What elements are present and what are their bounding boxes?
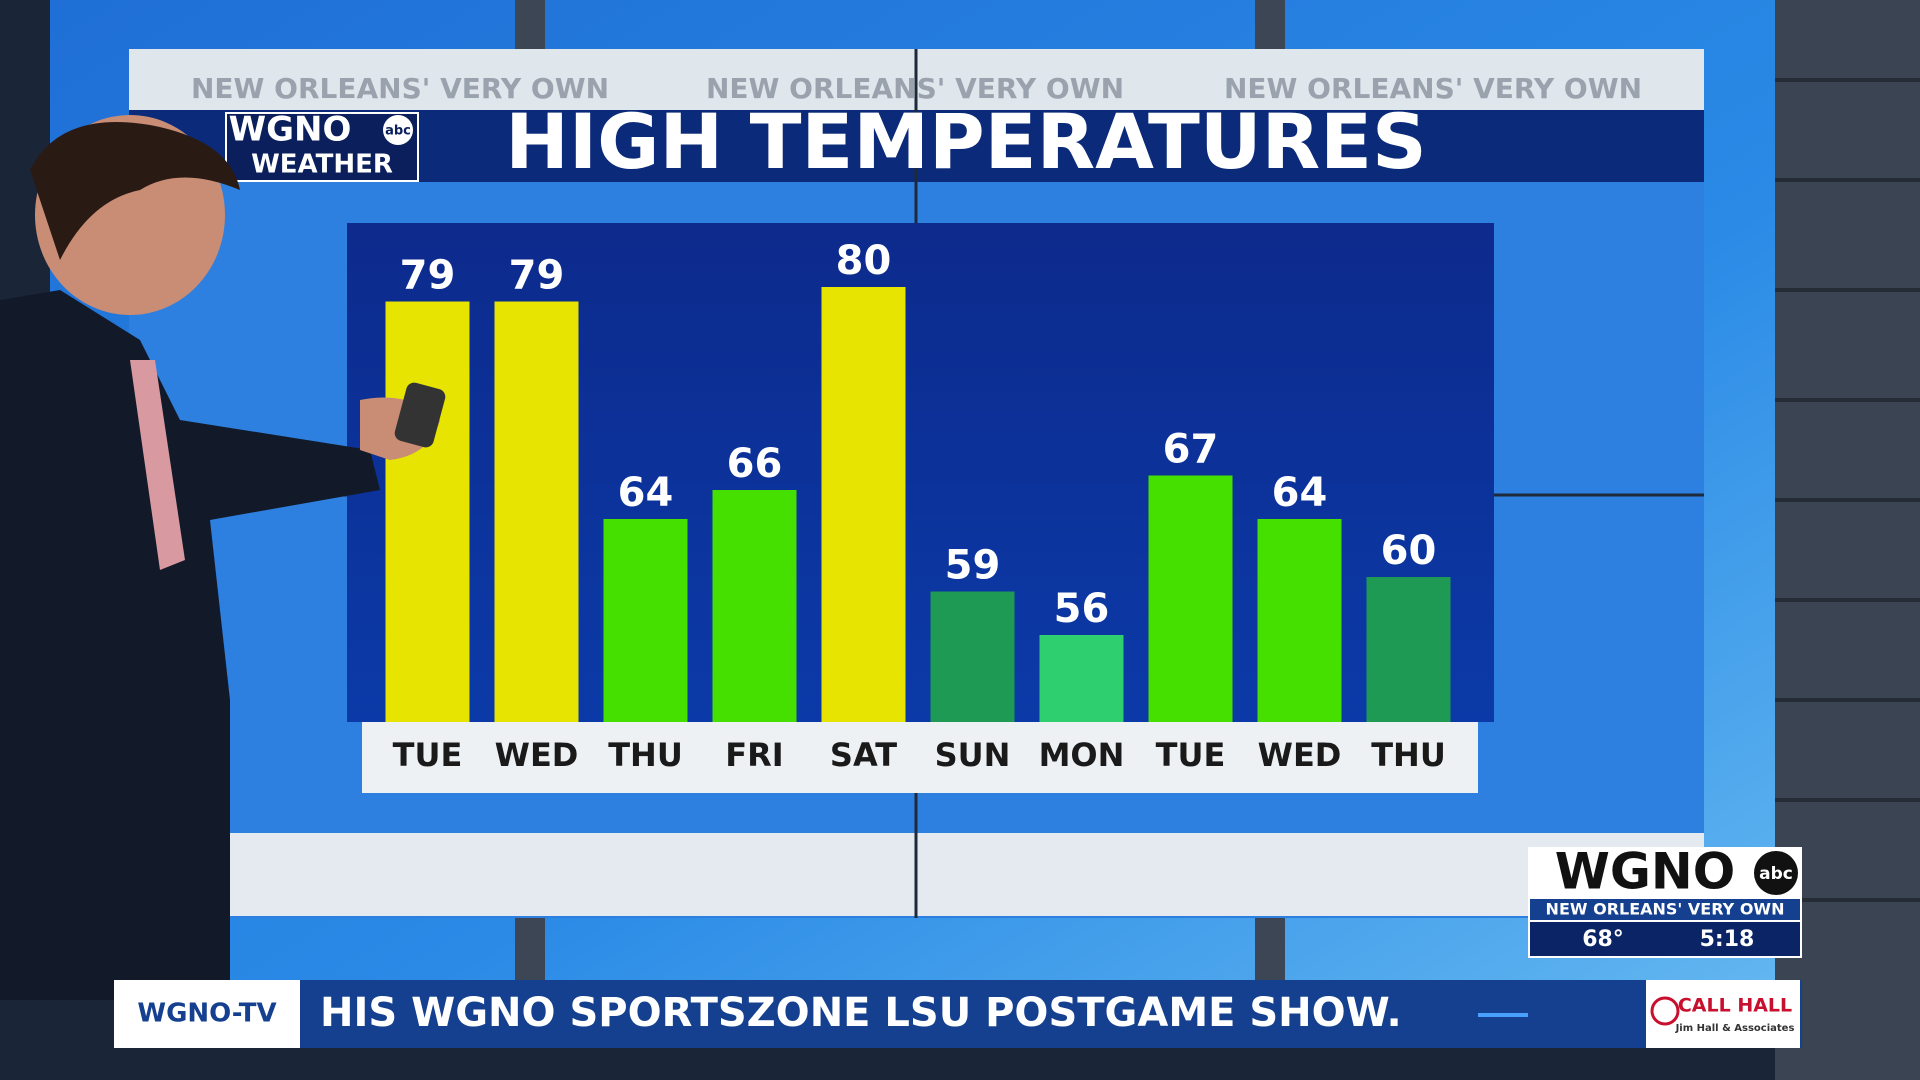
banner-text: NEW ORLEANS' VERY OWN xyxy=(706,72,1124,105)
sponsor-box xyxy=(1646,980,1800,1048)
bar xyxy=(1148,475,1233,722)
x-tick-label: FRI xyxy=(725,736,783,774)
x-tick-label: TUE xyxy=(1156,736,1226,774)
ticker-station: WGNO-TV xyxy=(137,999,276,1029)
value-label: 56 xyxy=(1054,586,1110,632)
x-tick-label: THU xyxy=(1371,736,1446,774)
x-tick-label: SAT xyxy=(830,736,897,774)
banner-text: NEW ORLEANS' VERY OWN xyxy=(191,72,609,105)
sponsor-name: CALL HALL xyxy=(1678,995,1792,1017)
logo-badge xyxy=(383,115,413,145)
bar xyxy=(385,301,470,722)
logo-subtext: WEATHER xyxy=(251,150,393,180)
sponsor-sub: Jim Hall & Associates xyxy=(1675,1023,1795,1034)
value-label: 79 xyxy=(509,253,565,299)
value-label: 80 xyxy=(836,238,892,284)
x-tick-label: MON xyxy=(1039,736,1125,774)
bug-badge-text: abc xyxy=(1759,864,1793,884)
bar xyxy=(1257,519,1342,722)
bug-badge xyxy=(1754,851,1798,895)
bug-info-bg xyxy=(1530,922,1800,956)
value-label: 60 xyxy=(1381,528,1437,574)
lower-strip xyxy=(215,833,1704,916)
chart-title: HIGH TEMPERATURES xyxy=(505,97,1427,186)
x-tick-label: SUN xyxy=(935,736,1011,774)
bar xyxy=(494,301,579,722)
bug-logo: WGNO xyxy=(1555,843,1736,901)
bug-slogan-bg xyxy=(1530,899,1800,920)
value-label: 66 xyxy=(727,441,783,487)
value-label: 64 xyxy=(618,470,674,516)
x-tick-label: TUE xyxy=(393,736,463,774)
bar xyxy=(930,591,1015,722)
wood-lines xyxy=(1775,78,1920,902)
bug-temperature: 68° xyxy=(1582,927,1624,952)
bars: 79 TUE 79 WED 64 THU 66 FRI 80 SAT 59 SUN 56 MON 67 TUE… xyxy=(385,238,1451,774)
banner-text: NEW ORLEANS' VERY OWN xyxy=(1224,72,1642,105)
x-tick-label: THU xyxy=(608,736,683,774)
bar xyxy=(1366,577,1451,722)
bar xyxy=(1039,635,1124,722)
banner: NEW ORLEANS' VERY OWN NEW ORLEANS' VERY … xyxy=(191,72,1642,105)
value-label: 59 xyxy=(945,543,1001,589)
value-label: 67 xyxy=(1163,427,1219,473)
bar xyxy=(712,490,797,722)
bar xyxy=(603,519,688,722)
value-label: 79 xyxy=(400,253,456,299)
bug-slogan: NEW ORLEANS' VERY OWN xyxy=(1546,900,1785,919)
sponsor-icon xyxy=(1650,996,1680,1026)
value-label: 64 xyxy=(1272,470,1328,516)
ticker-text: HIS WGNO SPORTSZONE LSU POSTGAME SHOW. xyxy=(320,990,1402,1036)
bar xyxy=(821,287,906,722)
x-tick-label: WED xyxy=(495,736,579,774)
x-tick-label: WED xyxy=(1258,736,1342,774)
ticker-station-box xyxy=(114,980,300,1048)
presenter xyxy=(0,115,446,1000)
label-strip xyxy=(362,722,1478,793)
bug-time: 5:18 xyxy=(1700,927,1755,952)
logo-text: WGNO xyxy=(229,110,352,150)
logo-badge-text: abc xyxy=(385,124,411,139)
